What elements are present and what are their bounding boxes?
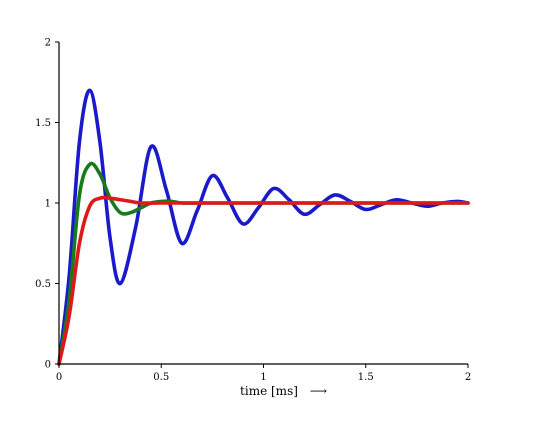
x-axis-label: time [ms] ⟶	[240, 384, 327, 398]
y-tick-label: 2	[45, 38, 51, 49]
x-tick-label: 1	[260, 372, 266, 383]
x-axis-arrow-icon: ⟶	[310, 384, 327, 398]
ticks: 0 0.5 1 1.5 2 0 0.5 1 1.5 2	[35, 38, 471, 384]
series-line-green	[57, 161, 470, 366]
series-layer	[57, 88, 470, 366]
y-tick-label: 0.5	[35, 279, 51, 290]
x-tick-label: 2	[465, 372, 471, 383]
y-tick-label: 0	[45, 360, 51, 371]
x-axis-label-text: time [ms]	[240, 384, 298, 398]
y-tick-label: 1	[45, 199, 51, 210]
series-line-red	[57, 195, 470, 366]
y-tick-label: 1.5	[35, 118, 51, 129]
x-tick-label: 1.5	[358, 372, 374, 383]
x-tick-label: 0	[56, 372, 62, 383]
series-line-blue	[57, 88, 470, 366]
x-tick-label: 0.5	[153, 372, 169, 383]
